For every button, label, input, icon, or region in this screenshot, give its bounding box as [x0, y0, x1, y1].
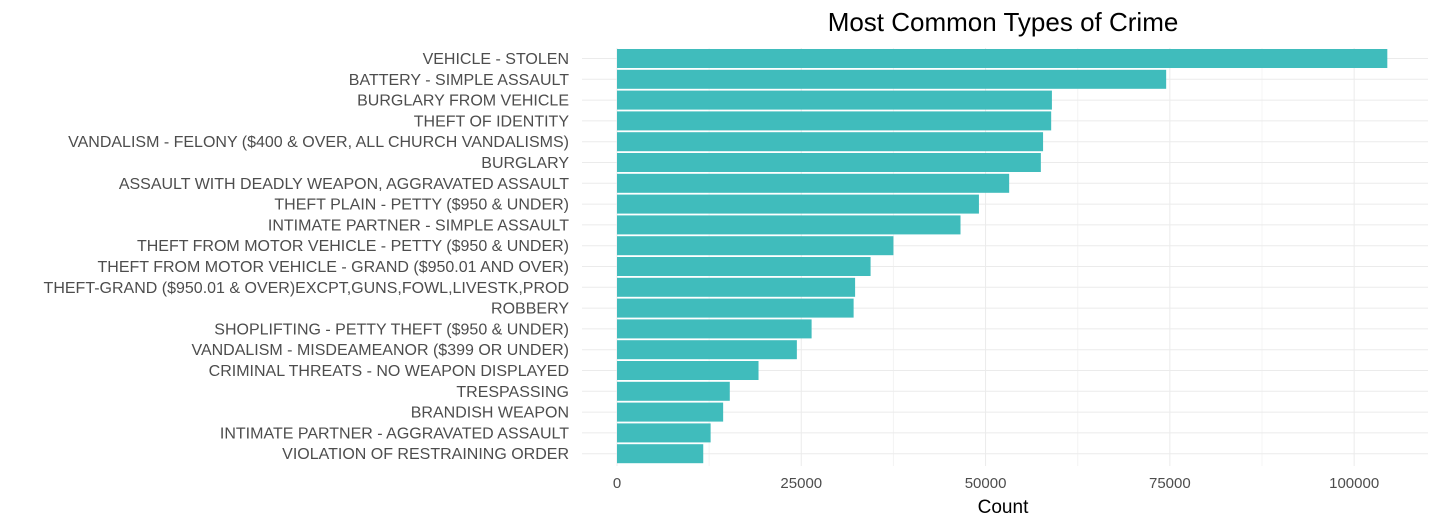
category-label: ROBBERY	[491, 301, 569, 318]
category-labels: VEHICLE - STOLEN BATTERY - SIMPLE ASSAULT…	[44, 51, 570, 463]
bar	[617, 381, 730, 401]
x-tick-label: 25000	[780, 475, 822, 492]
bar	[617, 194, 979, 214]
category-label: ASSAULT WITH DEADLY WEAPON, AGGRAVATED A…	[119, 176, 569, 193]
category-label: THEFT FROM MOTOR VEHICLE - PETTY ($950 &…	[137, 238, 569, 255]
category-label: INTIMATE PARTNER - AGGRAVATED ASSAULT	[220, 425, 569, 442]
category-label: BURGLARY	[481, 155, 569, 172]
bar	[617, 69, 1167, 89]
bar	[617, 340, 797, 360]
category-label: CRIMINAL THREATS - NO WEAPON DISPLAYED	[209, 363, 569, 380]
category-label: BRANDISH WEAPON	[411, 405, 569, 422]
bar	[617, 49, 1388, 68]
bar	[617, 90, 1052, 110]
category-label: THEFT-GRAND ($950.01 & OVER)EXCPT,GUNS,F…	[44, 280, 569, 297]
x-axis-title: Count	[978, 497, 1029, 518]
x-tick-label: 75000	[1149, 475, 1191, 492]
category-label: BATTERY - SIMPLE ASSAULT	[349, 72, 569, 89]
category-label: THEFT FROM MOTOR VEHICLE - GRAND ($950.0…	[98, 259, 570, 276]
category-label: THEFT OF IDENTITY	[414, 113, 570, 130]
bar	[617, 153, 1041, 172]
category-label: TRESPASSING	[456, 384, 569, 401]
bar	[617, 257, 871, 276]
category-label: VEHICLE - STOLEN	[423, 51, 569, 68]
x-tick-label: 0	[613, 475, 621, 492]
category-label: VANDALISM - MISDEAMEANOR ($399 OR UNDER)	[191, 342, 569, 359]
bar	[617, 402, 724, 422]
bar	[617, 319, 812, 339]
bar	[617, 132, 1044, 152]
category-label: SHOPLIFTING - PETTY THEFT ($950 & UNDER)	[214, 321, 569, 338]
bar	[617, 361, 759, 380]
bars	[617, 49, 1388, 464]
category-label: VIOLATION OF RESTRAINING ORDER	[282, 446, 569, 463]
bar	[617, 277, 856, 297]
bar	[617, 215, 961, 235]
x-tick-label: 100000	[1329, 475, 1379, 492]
x-tick-label: 50000	[965, 475, 1007, 492]
category-label: INTIMATE PARTNER - SIMPLE ASSAULT	[268, 217, 569, 234]
bar	[617, 173, 1010, 193]
bar	[617, 423, 711, 443]
category-label: THEFT PLAIN - PETTY ($950 & UNDER)	[274, 197, 569, 214]
x-axis-ticks: 0 25000 50000 75000 100000	[613, 475, 1379, 492]
bar	[617, 111, 1052, 131]
bar	[617, 298, 854, 318]
bar	[617, 236, 894, 256]
category-label: BURGLARY FROM VEHICLE	[357, 93, 569, 110]
category-label: VANDALISM - FELONY ($400 & OVER, ALL CHU…	[68, 134, 569, 151]
chart-title: Most Common Types of Crime	[828, 7, 1179, 37]
bar	[617, 444, 704, 464]
